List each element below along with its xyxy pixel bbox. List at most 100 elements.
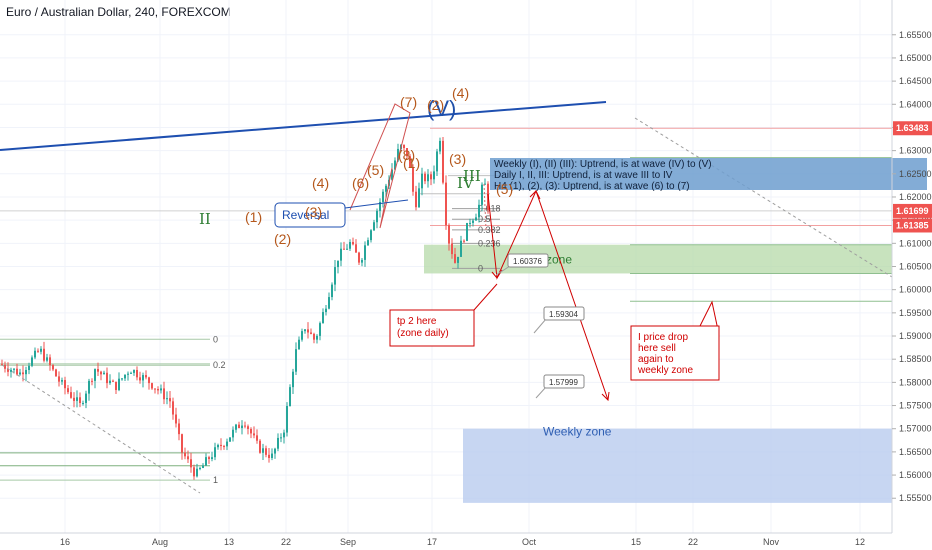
wave-label: (5)	[367, 162, 384, 178]
candle-body	[301, 331, 303, 340]
candle-body	[307, 329, 309, 333]
candle-body	[415, 191, 417, 208]
candle-body	[202, 465, 204, 468]
candle-body	[13, 368, 15, 370]
candle-body	[85, 393, 87, 403]
note-drop-box	[630, 325, 720, 381]
daily-zone	[424, 244, 892, 274]
date-tick-label: 17	[427, 537, 437, 547]
candle-body	[133, 369, 135, 373]
candle-body	[193, 467, 195, 477]
candle-body	[421, 173, 423, 189]
candle-body	[199, 467, 201, 469]
price-tick-label: 1.58000	[899, 377, 932, 387]
candle-body	[343, 248, 345, 250]
candle-body	[43, 348, 45, 361]
candle-body	[166, 398, 168, 400]
date-tick-label: 12	[855, 537, 865, 547]
candle-body	[184, 452, 186, 457]
candle-body	[91, 380, 93, 382]
wave-label: IV	[457, 174, 475, 192]
candle-body	[265, 448, 267, 455]
candle-body	[463, 240, 465, 242]
info-box-line: Weekly (I), (II) (III): Uptrend, is at w…	[494, 159, 712, 170]
fib-label: 0	[213, 334, 218, 344]
candle-body	[316, 335, 318, 340]
candle-body	[154, 388, 156, 390]
candle-body	[397, 148, 399, 161]
fib-label: 0.236	[478, 238, 501, 248]
candle-body	[217, 444, 219, 448]
candle-body	[25, 370, 27, 375]
price-tick-label: 1.56000	[899, 470, 932, 480]
candle-body	[223, 446, 225, 448]
candle-body	[436, 151, 438, 172]
price-tag	[893, 121, 932, 136]
callout-box	[507, 253, 549, 268]
note-tp2-box	[389, 309, 475, 347]
candle-body	[103, 372, 105, 375]
candle-body	[205, 457, 207, 466]
candle-body	[412, 167, 414, 192]
candle-body	[118, 378, 120, 391]
wave-label: (4)	[312, 175, 329, 191]
symbol-title: Euro / Australian Dollar, 240, FOREXCOM	[6, 5, 231, 19]
info-box-line: Daily I, II, III: Uptrend, is at wave II…	[494, 170, 673, 181]
price-tick-label: 1.62000	[899, 192, 932, 202]
candle-body	[238, 424, 240, 429]
candle-body	[346, 248, 348, 250]
price-tick-label: 1.60000	[899, 285, 932, 295]
candle-body	[220, 444, 222, 447]
candle-body	[190, 459, 192, 468]
info-box	[490, 158, 927, 190]
candle-body	[247, 426, 249, 429]
wave-label: (V)	[427, 96, 456, 121]
wave-label: (5)	[496, 181, 513, 197]
candle-body	[139, 377, 141, 381]
note-drop-line: weekly zone	[637, 365, 693, 376]
blue-trendline	[0, 101, 607, 151]
candle-body	[451, 243, 453, 255]
wave-label: (2)	[427, 97, 444, 113]
candle-body	[163, 388, 165, 400]
candle-body	[4, 364, 6, 369]
price-tick-label: 1.58500	[899, 354, 932, 364]
callout-label: 1.57999	[549, 378, 578, 387]
callout-pointer	[535, 386, 547, 399]
candle-body	[28, 365, 30, 371]
candle-body	[157, 389, 159, 391]
wave-label: (8)	[398, 147, 415, 163]
wave-label: (4)	[452, 85, 469, 101]
price-tick-label: 1.61000	[899, 238, 932, 248]
candle-body	[160, 388, 162, 391]
price-tick-label: 1.65500	[899, 30, 932, 40]
candle-body	[373, 222, 375, 231]
date-tick-label: 15	[631, 537, 641, 547]
callout-pointer	[495, 265, 511, 276]
candle-body	[382, 191, 384, 203]
weekly-zone-label: Weekly zone	[543, 425, 612, 439]
candle-body	[274, 448, 276, 454]
candle-body	[235, 424, 237, 430]
price-tick-label: 1.62500	[899, 169, 932, 179]
projection-arrow-final	[601, 391, 610, 402]
candle-body	[76, 397, 78, 401]
date-tick-label: Sep	[340, 537, 356, 547]
note-tp2-line: (zone daily)	[397, 328, 449, 339]
candle-body	[433, 171, 435, 180]
candle-body	[124, 374, 126, 379]
candle-body	[172, 401, 174, 415]
candle-body	[361, 259, 363, 263]
candle-body	[295, 349, 297, 372]
candle-body	[100, 371, 102, 375]
candle-body	[484, 183, 486, 185]
candles	[1, 137, 489, 480]
candle-body	[142, 375, 144, 381]
wave-label: (7)	[400, 94, 417, 110]
callout-box	[543, 374, 585, 389]
candle-body	[478, 204, 480, 218]
candle-body	[394, 160, 396, 170]
candle-body	[106, 372, 108, 384]
